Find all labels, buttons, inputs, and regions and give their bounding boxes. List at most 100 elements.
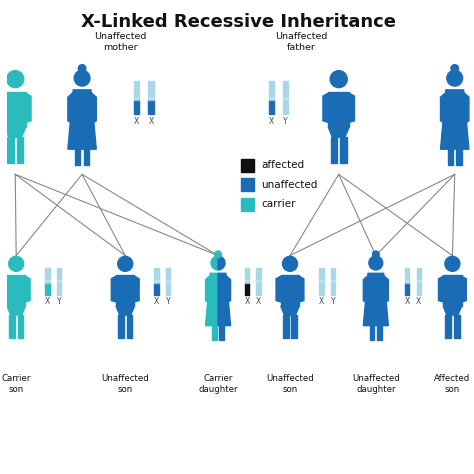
Bar <box>154 283 159 294</box>
Circle shape <box>369 256 383 270</box>
Polygon shape <box>17 137 23 164</box>
Text: X: X <box>134 117 139 126</box>
Bar <box>134 96 139 100</box>
Bar <box>154 268 159 279</box>
Circle shape <box>215 251 221 258</box>
Bar <box>283 100 288 114</box>
Polygon shape <box>377 326 382 339</box>
Bar <box>405 268 410 279</box>
Bar <box>256 283 261 294</box>
Circle shape <box>447 70 463 86</box>
Polygon shape <box>9 315 15 338</box>
Polygon shape <box>111 276 116 302</box>
Polygon shape <box>464 92 469 124</box>
Bar <box>319 279 324 283</box>
Bar <box>319 283 324 294</box>
Text: Y: Y <box>57 297 62 306</box>
Bar <box>405 283 410 294</box>
Bar <box>283 96 288 100</box>
Bar <box>154 279 159 283</box>
Polygon shape <box>127 315 132 338</box>
Polygon shape <box>75 149 81 165</box>
Polygon shape <box>219 326 224 339</box>
Bar <box>57 268 62 279</box>
Circle shape <box>7 71 24 88</box>
Polygon shape <box>68 92 73 124</box>
Polygon shape <box>349 93 355 122</box>
Text: X: X <box>404 297 410 306</box>
Polygon shape <box>83 149 89 165</box>
Polygon shape <box>438 276 443 302</box>
Polygon shape <box>118 315 124 338</box>
Polygon shape <box>206 273 218 326</box>
Polygon shape <box>226 275 230 303</box>
Polygon shape <box>323 93 328 122</box>
Polygon shape <box>7 306 26 315</box>
Bar <box>256 279 261 283</box>
Polygon shape <box>363 275 368 303</box>
Polygon shape <box>211 256 218 270</box>
Text: X: X <box>256 297 261 306</box>
Polygon shape <box>370 326 374 339</box>
Text: X: X <box>416 297 421 306</box>
Text: X: X <box>245 297 250 306</box>
Circle shape <box>330 71 347 88</box>
Bar <box>241 178 254 191</box>
Bar <box>57 279 62 283</box>
Polygon shape <box>445 315 451 338</box>
Polygon shape <box>456 149 462 165</box>
Bar <box>45 279 50 283</box>
Polygon shape <box>443 275 462 306</box>
Bar <box>57 283 62 294</box>
Text: Carrier
son: Carrier son <box>1 374 31 394</box>
Polygon shape <box>218 273 230 326</box>
Bar <box>417 268 421 279</box>
Bar <box>268 100 274 114</box>
Polygon shape <box>443 306 462 315</box>
Bar <box>319 268 324 279</box>
Circle shape <box>118 256 133 271</box>
Polygon shape <box>448 149 453 165</box>
Bar <box>331 283 335 294</box>
Polygon shape <box>116 275 135 306</box>
Polygon shape <box>5 127 26 137</box>
Circle shape <box>373 251 379 258</box>
Polygon shape <box>276 276 281 302</box>
Circle shape <box>283 256 298 271</box>
Bar <box>417 283 421 294</box>
Polygon shape <box>281 306 299 315</box>
Bar <box>241 198 254 210</box>
Polygon shape <box>383 275 388 303</box>
Polygon shape <box>454 315 460 338</box>
Text: Y: Y <box>283 117 288 126</box>
Bar <box>148 96 154 100</box>
Text: X-Linked Recessive Inheritance: X-Linked Recessive Inheritance <box>82 13 396 31</box>
Bar <box>245 268 249 279</box>
Text: X: X <box>148 117 154 126</box>
Polygon shape <box>26 93 31 122</box>
Bar <box>241 159 254 172</box>
Polygon shape <box>212 326 217 339</box>
Bar <box>245 283 249 294</box>
Polygon shape <box>299 276 304 302</box>
Polygon shape <box>7 137 14 164</box>
Circle shape <box>78 64 86 72</box>
Polygon shape <box>328 92 349 127</box>
Bar <box>148 100 154 114</box>
Polygon shape <box>281 275 299 306</box>
Bar <box>256 268 261 279</box>
Text: Affected
son: Affected son <box>434 374 471 394</box>
Circle shape <box>451 64 458 72</box>
Bar <box>45 268 50 279</box>
Bar <box>148 82 154 96</box>
Circle shape <box>74 70 90 86</box>
Text: Y: Y <box>331 297 335 306</box>
Text: unaffected: unaffected <box>261 180 318 190</box>
Bar <box>417 279 421 283</box>
Text: X: X <box>154 297 159 306</box>
Polygon shape <box>218 256 225 270</box>
Text: X: X <box>45 297 50 306</box>
Polygon shape <box>340 137 347 164</box>
Text: Unaffected
son: Unaffected son <box>266 374 314 394</box>
Bar <box>166 283 171 294</box>
